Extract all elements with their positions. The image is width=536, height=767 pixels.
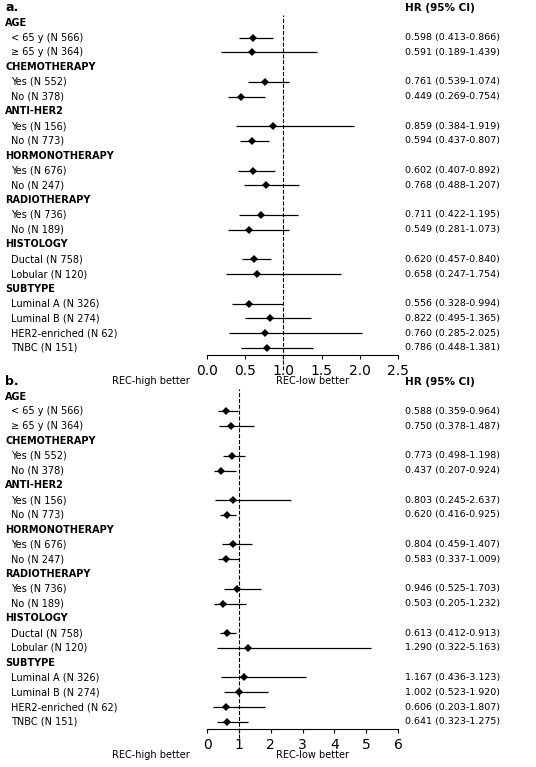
Text: 0.859 (0.384-1.919): 0.859 (0.384-1.919): [405, 122, 500, 130]
Text: Yes (N 676): Yes (N 676): [11, 539, 67, 549]
Text: Yes (N 552): Yes (N 552): [11, 77, 67, 87]
Text: 0.946 (0.525-1.703): 0.946 (0.525-1.703): [405, 584, 500, 594]
Text: AGE: AGE: [5, 392, 27, 402]
Text: ANTI-HER2: ANTI-HER2: [5, 107, 64, 117]
Text: b.: b.: [5, 375, 19, 388]
Text: 0.549 (0.281-1.073): 0.549 (0.281-1.073): [405, 225, 500, 234]
Text: 0.594 (0.437-0.807): 0.594 (0.437-0.807): [405, 137, 500, 146]
Text: 0.711 (0.422-1.195): 0.711 (0.422-1.195): [405, 210, 500, 219]
Text: HER2-enriched (N 62): HER2-enriched (N 62): [11, 328, 118, 338]
Text: < 65 y (N 566): < 65 y (N 566): [11, 32, 84, 42]
Text: a.: a.: [5, 2, 19, 15]
Text: 0.620 (0.416-0.925): 0.620 (0.416-0.925): [405, 510, 500, 519]
Text: Lobular (N 120): Lobular (N 120): [11, 643, 88, 653]
Text: ANTI-HER2: ANTI-HER2: [5, 480, 64, 490]
Text: No (N 378): No (N 378): [11, 91, 64, 102]
Text: 0.606 (0.203-1.807): 0.606 (0.203-1.807): [405, 703, 500, 712]
Text: 0.588 (0.359-0.964): 0.588 (0.359-0.964): [405, 407, 500, 416]
Text: CHEMOTHERAPY: CHEMOTHERAPY: [5, 436, 96, 446]
Text: Luminal B (N 274): Luminal B (N 274): [11, 687, 100, 697]
Text: Luminal A (N 326): Luminal A (N 326): [11, 298, 100, 308]
Text: HER2-enriched (N 62): HER2-enriched (N 62): [11, 702, 118, 712]
Text: REC-low better: REC-low better: [276, 750, 348, 760]
Text: 0.556 (0.328-0.994): 0.556 (0.328-0.994): [405, 299, 500, 308]
Text: 0.602 (0.407-0.892): 0.602 (0.407-0.892): [405, 166, 500, 175]
Text: ≥ 65 y (N 364): ≥ 65 y (N 364): [11, 48, 84, 58]
Text: 0.761 (0.539-1.074): 0.761 (0.539-1.074): [405, 77, 500, 87]
Text: < 65 y (N 566): < 65 y (N 566): [11, 407, 84, 416]
Text: 0.786 (0.448-1.381): 0.786 (0.448-1.381): [405, 344, 500, 352]
Text: 0.773 (0.498-1.198): 0.773 (0.498-1.198): [405, 451, 500, 460]
Text: CHEMOTHERAPY: CHEMOTHERAPY: [5, 62, 96, 72]
Text: No (N 247): No (N 247): [11, 555, 64, 565]
Text: AGE: AGE: [5, 18, 27, 28]
Text: SUBTYPE: SUBTYPE: [5, 657, 55, 668]
Text: 0.803 (0.245-2.637): 0.803 (0.245-2.637): [405, 495, 500, 505]
Text: Yes (N 156): Yes (N 156): [11, 495, 67, 505]
Text: Luminal A (N 326): Luminal A (N 326): [11, 673, 100, 683]
Text: 0.620 (0.457-0.840): 0.620 (0.457-0.840): [405, 255, 500, 264]
Text: 0.760 (0.285-2.025): 0.760 (0.285-2.025): [405, 328, 500, 337]
Text: HR (95% CI): HR (95% CI): [405, 3, 475, 13]
Text: 0.503 (0.205-1.232): 0.503 (0.205-1.232): [405, 599, 500, 608]
Text: No (N 378): No (N 378): [11, 466, 64, 476]
Text: REC-low better: REC-low better: [276, 376, 348, 386]
Text: 0.437 (0.207-0.924): 0.437 (0.207-0.924): [405, 466, 500, 475]
Text: ≥ 65 y (N 364): ≥ 65 y (N 364): [11, 421, 84, 431]
Text: 1.167 (0.436-3.123): 1.167 (0.436-3.123): [405, 673, 500, 682]
Text: Yes (N 736): Yes (N 736): [11, 584, 67, 594]
Text: SUBTYPE: SUBTYPE: [5, 284, 55, 294]
Text: Lobular (N 120): Lobular (N 120): [11, 269, 88, 279]
Text: No (N 247): No (N 247): [11, 180, 64, 190]
Text: 0.750 (0.378-1.487): 0.750 (0.378-1.487): [405, 422, 500, 431]
Text: HORMONOTHERAPY: HORMONOTHERAPY: [5, 151, 114, 161]
Text: 0.449 (0.269-0.754): 0.449 (0.269-0.754): [405, 92, 500, 101]
Text: No (N 189): No (N 189): [11, 225, 64, 235]
Text: No (N 773): No (N 773): [11, 136, 64, 146]
Text: No (N 189): No (N 189): [11, 598, 64, 608]
Text: Yes (N 736): Yes (N 736): [11, 210, 67, 220]
Text: 1.002 (0.523-1.920): 1.002 (0.523-1.920): [405, 688, 500, 696]
Text: REC-high better: REC-high better: [111, 750, 189, 760]
Text: RADIOTHERAPY: RADIOTHERAPY: [5, 569, 91, 579]
Text: 0.822 (0.495-1.365): 0.822 (0.495-1.365): [405, 314, 500, 323]
Text: No (N 773): No (N 773): [11, 510, 64, 520]
Text: 0.804 (0.459-1.407): 0.804 (0.459-1.407): [405, 540, 500, 549]
Text: HORMONOTHERAPY: HORMONOTHERAPY: [5, 525, 114, 535]
Text: 0.613 (0.412-0.913): 0.613 (0.412-0.913): [405, 629, 500, 637]
Text: TNBC (N 151): TNBC (N 151): [11, 343, 78, 353]
Text: HISTOLOGY: HISTOLOGY: [5, 239, 68, 249]
Text: 0.641 (0.323-1.275): 0.641 (0.323-1.275): [405, 717, 500, 726]
Text: HISTOLOGY: HISTOLOGY: [5, 614, 68, 624]
Text: REC-high better: REC-high better: [111, 376, 189, 386]
Text: 0.768 (0.488-1.207): 0.768 (0.488-1.207): [405, 181, 500, 189]
Text: Luminal B (N 274): Luminal B (N 274): [11, 314, 100, 324]
Text: HR (95% CI): HR (95% CI): [405, 377, 475, 387]
Text: TNBC (N 151): TNBC (N 151): [11, 717, 78, 727]
Text: 1.290 (0.322-5.163): 1.290 (0.322-5.163): [405, 644, 500, 653]
Text: 0.598 (0.413-0.866): 0.598 (0.413-0.866): [405, 33, 500, 42]
Text: 0.658 (0.247-1.754): 0.658 (0.247-1.754): [405, 269, 500, 278]
Text: Yes (N 676): Yes (N 676): [11, 166, 67, 176]
Text: 0.583 (0.337-1.009): 0.583 (0.337-1.009): [405, 555, 500, 564]
Text: Yes (N 552): Yes (N 552): [11, 451, 67, 461]
Text: RADIOTHERAPY: RADIOTHERAPY: [5, 195, 91, 205]
Text: Ductal (N 758): Ductal (N 758): [11, 254, 83, 264]
Text: Yes (N 156): Yes (N 156): [11, 121, 67, 131]
Text: 0.591 (0.189-1.439): 0.591 (0.189-1.439): [405, 48, 500, 57]
Text: Ductal (N 758): Ductal (N 758): [11, 628, 83, 638]
